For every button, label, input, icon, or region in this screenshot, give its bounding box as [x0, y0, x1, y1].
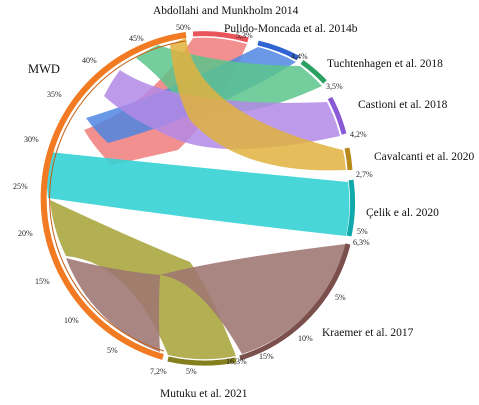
value-kraemer: 6,3%: [353, 238, 370, 247]
label-mwd: MWD: [28, 62, 60, 76]
hub-tick-10: 10%: [64, 316, 79, 325]
label-tuchtenhagen: Tuchtenhagen et al. 2018: [327, 58, 443, 70]
value-pulido: 5,3%: [236, 31, 253, 40]
hub-tick-5: 5%: [107, 346, 118, 355]
tick-kraemer-5: 5%: [335, 293, 346, 302]
label-mutuku: Mutuku et al. 2021: [160, 388, 248, 400]
value-cavalcanti: 4,2%: [350, 130, 367, 139]
extra-ticks: 5% 5% 10% 15% 16,3% 5%: [186, 227, 368, 376]
arc-abdollahi: [192, 31, 249, 43]
label-pulido: Pulido-Moncada et al. 2014b: [224, 23, 358, 35]
arc-castioni: [327, 96, 347, 135]
ribbon-kraemer: [66, 244, 346, 354]
arc-celik: [346, 179, 356, 237]
label-castioni: Castioni et al. 2018: [358, 99, 448, 111]
hub-tick-30: 30%: [24, 135, 39, 144]
tick-kraemer-10: 10%: [298, 334, 313, 343]
value-castioni: 3,5%: [326, 82, 343, 91]
hub-arc: [40, 32, 187, 360]
hub-tick-40: 40%: [82, 56, 97, 65]
arc-kraemer: [239, 243, 351, 361]
tick-kraemer-16-3: 16,3%: [226, 357, 247, 366]
tick-kraemer-15: 15%: [259, 352, 274, 361]
label-abdollahi: Abdollahi and Munkholm 2014: [153, 5, 299, 17]
arc-tuchtenhagen: [300, 59, 327, 84]
ribbon-cavalcanti: [170, 38, 346, 171]
label-kraemer: Kraemer et al. 2017: [322, 327, 414, 339]
arc-pulido: [257, 40, 300, 61]
hub-tick-50: 50%: [176, 23, 191, 32]
arc-mutuku: [167, 356, 237, 366]
ribbons: [46, 37, 350, 360]
ribbon-celik: [46, 152, 350, 236]
hub-tick-35: 35%: [47, 90, 62, 99]
source-arcs: [167, 31, 356, 366]
value-tuchtenhagen: 4,4%: [291, 52, 308, 61]
tick-mutuku-5: 5%: [186, 367, 197, 376]
hub-tick-20: 20%: [18, 229, 33, 238]
label-cavalcanti: Cavalcanti et al. 2020: [374, 151, 475, 163]
hub-tick-15: 15%: [35, 277, 50, 286]
value-celik: 2,7%: [356, 170, 373, 179]
hub-tick-45: 45%: [129, 34, 144, 43]
hub-arc-inner-dark: [49, 40, 187, 352]
group-labels: MWD Abdollahi and Munkholm 2014 Pulido-M…: [28, 5, 475, 400]
tick-celik-5: 5%: [357, 227, 368, 236]
hub-arc-orange: [40, 32, 187, 360]
value-mutuku: 7,2%: [150, 367, 167, 376]
value-labels: 5,3% 4,4% 3,5% 4,2% 2,7% 6,3% 7,2%: [150, 31, 373, 376]
label-celik: Çelik e al. 2020: [366, 207, 439, 219]
hub-tick-25: 25%: [13, 182, 28, 191]
hub-ticks: 5% 10% 15% 20% 25% 30% 35% 40% 45% 50%: [13, 23, 191, 355]
arc-cavalcanti: [344, 147, 353, 171]
